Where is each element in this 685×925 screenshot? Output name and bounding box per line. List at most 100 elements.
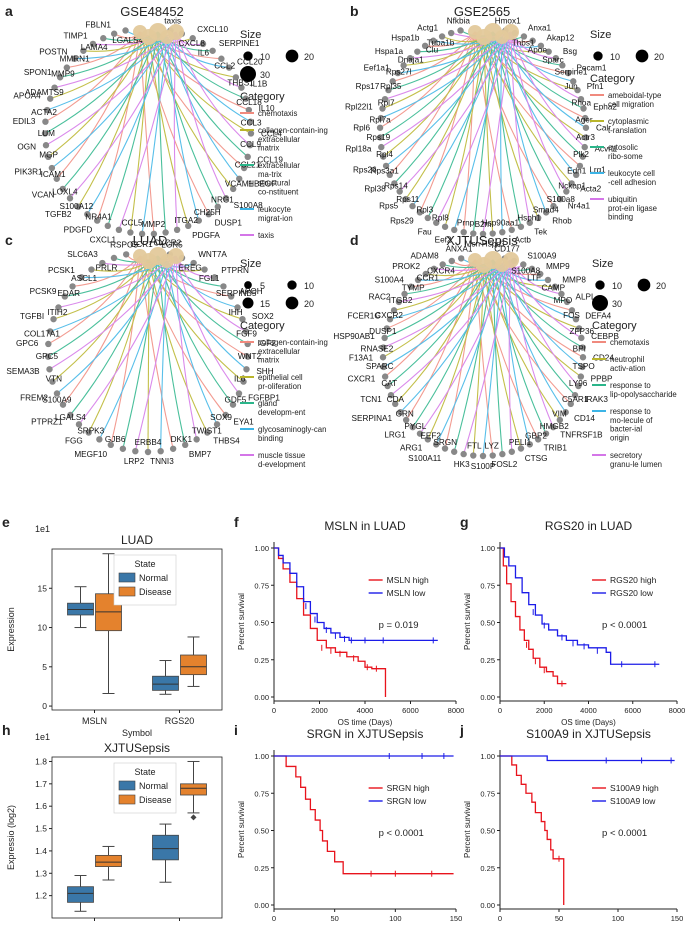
gene-label: Pecam1	[576, 63, 606, 72]
gene-label: CXCR2	[375, 311, 403, 320]
gene-node	[247, 130, 255, 137]
gene-node	[181, 441, 189, 449]
network-edge	[427, 31, 494, 219]
gene-node	[61, 293, 69, 300]
network-edge	[483, 36, 539, 219]
gene-label: FGG	[65, 437, 83, 446]
network-edge	[474, 31, 513, 231]
gene-label: Ager	[575, 115, 593, 124]
gene-node	[582, 124, 590, 131]
gene-label: Sparc	[542, 55, 563, 64]
box-disease	[180, 783, 207, 796]
gene-node	[240, 164, 248, 172]
legend-category-label: response to lip-opolysaccharide	[610, 381, 677, 399]
gene-label: EREG	[179, 263, 202, 272]
gene-node	[239, 315, 246, 323]
network-edge	[110, 255, 141, 445]
gene-node	[508, 448, 516, 455]
gene-node	[526, 219, 533, 226]
legend-size-title: Size	[590, 29, 611, 41]
gene-node	[379, 354, 387, 361]
gene-label: Pfn1	[587, 82, 604, 91]
gene-node	[238, 84, 245, 91]
legend-size-dot	[592, 295, 608, 311]
y-axis-label: Percent survival	[237, 801, 246, 858]
y-tick-label: 0.50	[480, 827, 495, 836]
survival-curve	[500, 547, 567, 685]
y-tick-label: 0.25	[480, 656, 495, 665]
box-normal	[152, 675, 179, 691]
gene-label: NRG1	[211, 195, 234, 204]
gene-node	[385, 86, 392, 94]
y-tick-label: 1.00	[480, 752, 495, 761]
network-edge	[501, 264, 567, 413]
legend-category-label: leukocyte cell -cell adhesion	[608, 169, 656, 187]
x-tick-label: 0	[498, 706, 502, 715]
gene-node	[122, 27, 129, 34]
gene-label: Thbs1	[512, 39, 535, 48]
gene-node	[470, 230, 477, 237]
network-edge	[148, 36, 252, 134]
gene-label: LGALS4	[55, 413, 86, 422]
network-edge	[62, 255, 141, 406]
gene-label: S100A11	[408, 454, 442, 463]
network-edge	[510, 259, 554, 428]
legend-category-title: Category	[592, 320, 637, 332]
gene-node	[550, 202, 557, 210]
panel-letter: h	[2, 722, 11, 738]
network-edge	[399, 264, 503, 413]
gene-node	[470, 452, 477, 459]
gene-node	[441, 223, 449, 230]
gene-node	[409, 423, 416, 431]
gene-label: MEGF10	[74, 450, 107, 459]
gene-node	[378, 143, 385, 151]
legend-label: MSLN high	[387, 575, 429, 585]
network-edge	[166, 36, 251, 123]
y-tick-label: 1.3	[35, 868, 47, 878]
survival-curve	[500, 755, 565, 905]
gene-node	[402, 195, 409, 203]
survival-curve	[274, 755, 454, 875]
gene-node	[579, 363, 586, 371]
gene-label: MMP9	[546, 262, 570, 271]
gene-node	[544, 276, 552, 284]
gene-label: ADAMTS9	[25, 88, 64, 97]
gene-label: SEMA3B	[6, 367, 40, 376]
gene-node	[94, 217, 101, 224]
x-tick-label: 50	[555, 914, 563, 923]
gene-node	[479, 230, 487, 238]
gene-node	[240, 378, 247, 385]
gene-node	[107, 441, 115, 449]
gene-label: ANXA1	[446, 245, 473, 254]
gene-label: FREM2	[20, 394, 48, 403]
gene-label: DEFA4	[585, 312, 611, 321]
gene-node	[85, 429, 92, 436]
legend-size-dot	[285, 49, 299, 63]
gene-node	[416, 430, 424, 437]
gene-label: TYMP	[402, 284, 425, 293]
gene-label: MPO	[554, 296, 573, 305]
gene-node	[379, 105, 386, 112]
gene-label: S100A8	[234, 201, 264, 210]
gene-node	[211, 274, 218, 281]
network-edge	[139, 255, 174, 449]
network-edge	[390, 259, 512, 396]
gene-node	[96, 436, 103, 443]
gene-label: VTN	[46, 375, 62, 384]
network-edge	[175, 255, 198, 440]
gene-label: TRIB1	[544, 444, 568, 453]
network-edge	[383, 259, 512, 349]
network-edge	[483, 36, 587, 138]
survival-curve	[274, 547, 387, 697]
gene-node	[234, 304, 241, 311]
gene-label: Bsg	[563, 47, 578, 56]
gene-label: MMP8	[562, 276, 586, 285]
gene-node	[407, 283, 415, 290]
network-edge	[474, 259, 584, 358]
gene-label: S100P	[471, 462, 496, 471]
gene-label: FOSL2	[491, 460, 517, 469]
gene-label: Hsph1	[517, 213, 541, 222]
gene-label: Rpl7a	[369, 115, 391, 124]
gene-label: CXCR4	[427, 266, 455, 275]
